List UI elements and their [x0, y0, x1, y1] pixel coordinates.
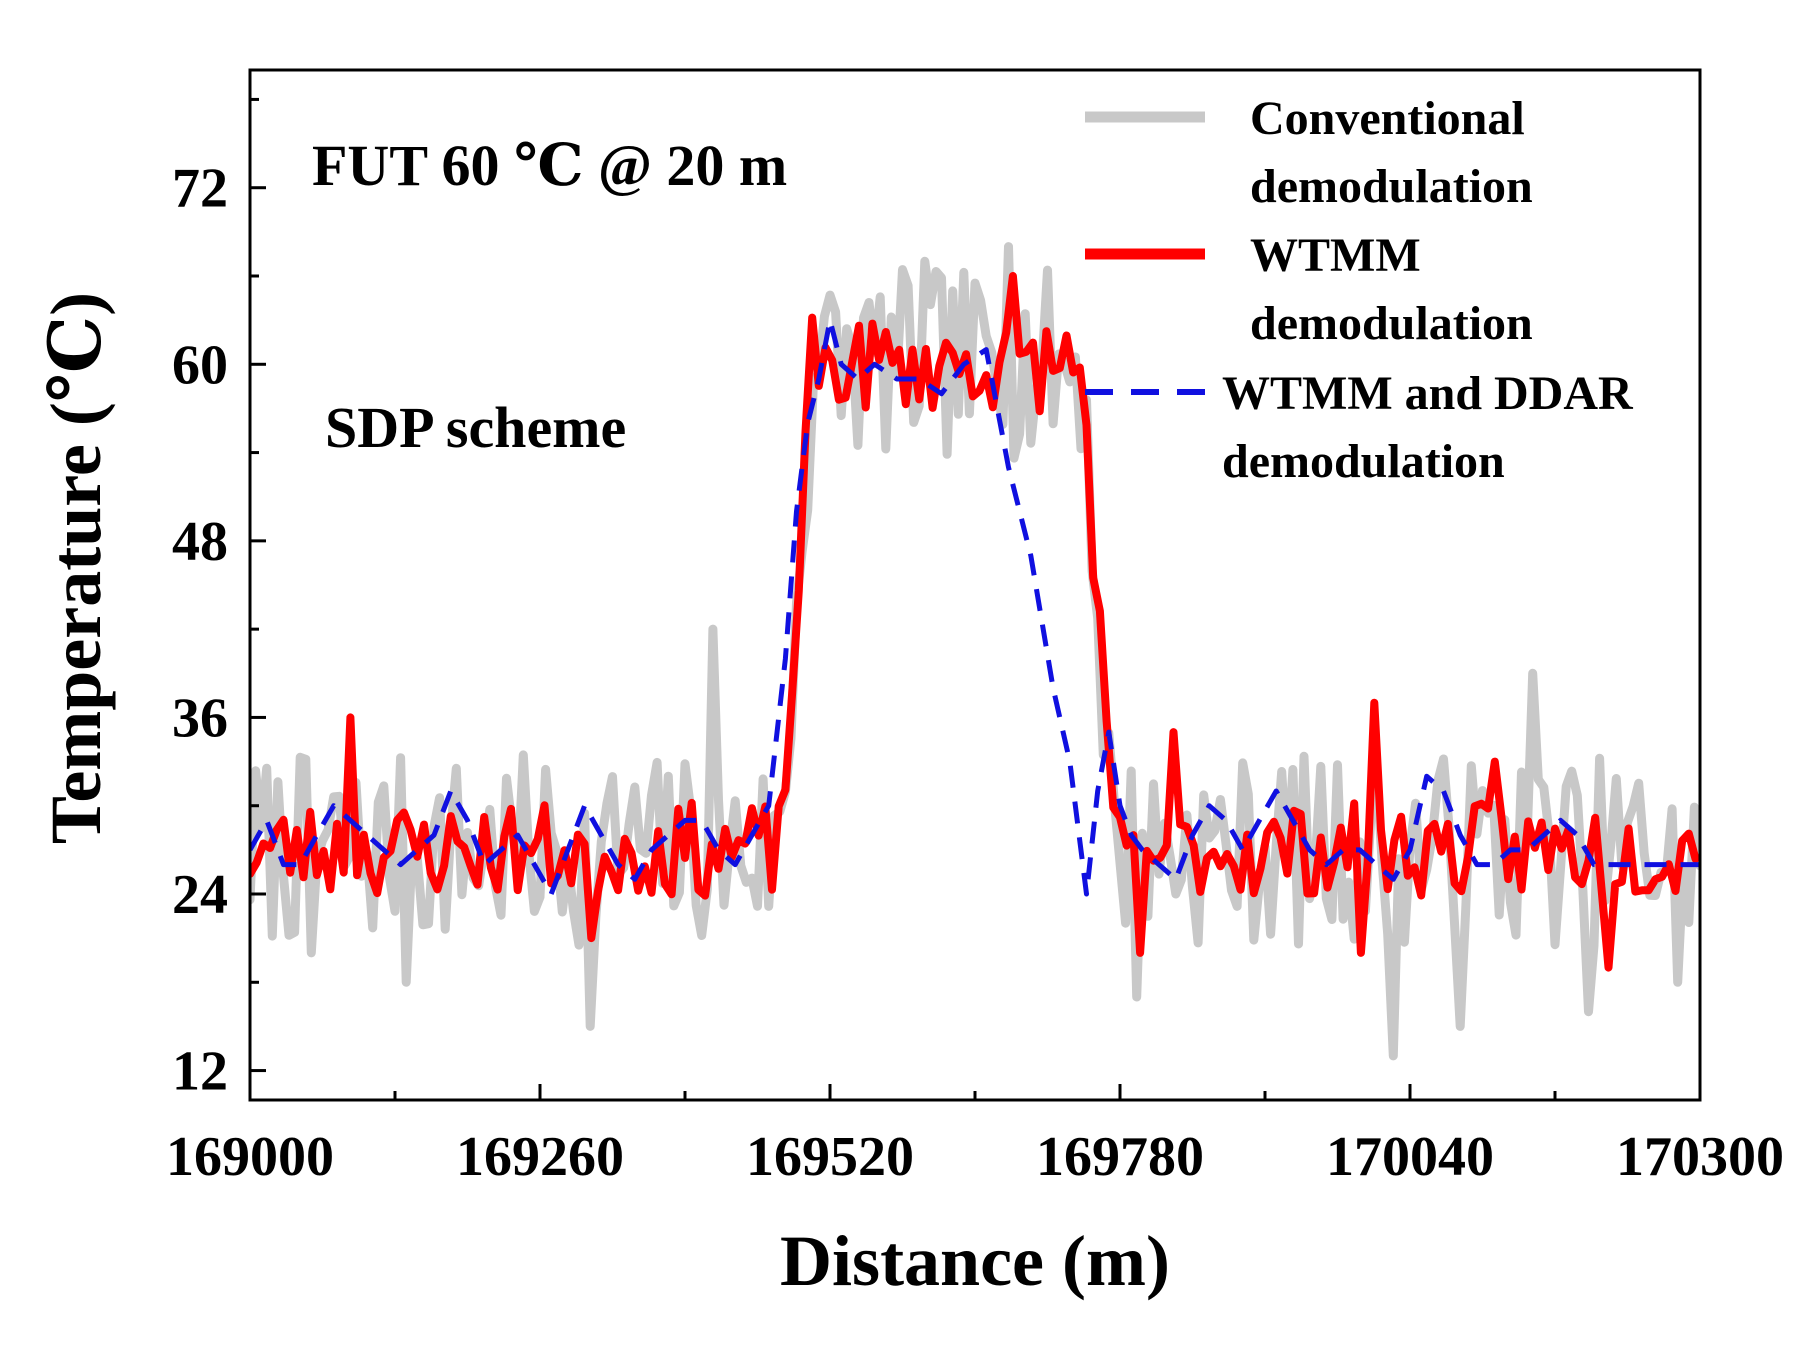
series-layer	[250, 242, 1700, 1061]
series-line-wtmm	[250, 272, 1700, 972]
x-tick-label: 169260	[456, 1126, 624, 1188]
x-axis-title: Distance (m)	[780, 1221, 1170, 1301]
y-axis-title: Temperature (℃)	[36, 292, 116, 844]
annotation-scheme: SDP scheme	[325, 395, 626, 460]
x-tick-label: 169780	[1036, 1126, 1204, 1188]
y-tick-label: 72	[172, 158, 228, 220]
plot-background	[250, 70, 1700, 1100]
y-tick-label: 48	[172, 511, 228, 573]
y-tick-label: 24	[172, 864, 228, 926]
series-line-conventional	[250, 242, 1700, 1061]
x-tick-label: 169000	[166, 1126, 334, 1188]
legend-label-conventional-1: Conventional	[1250, 92, 1525, 145]
x-tick-label: 169520	[746, 1126, 914, 1188]
legend-label-wtmm-1: WTMM	[1250, 229, 1421, 282]
legend: Conventional demodulation WTMM demodulat…	[1085, 92, 1634, 488]
y-tick-label: 60	[172, 334, 228, 396]
y-tick-label: 36	[172, 687, 228, 749]
legend-label-wtmm-ddar-1: WTMM and DDAR	[1222, 367, 1634, 420]
y-tick-label: 12	[172, 1041, 228, 1103]
annotation-fut: FUT 60 ℃ @ 20 m	[312, 133, 787, 198]
legend-label-wtmm-ddar-2: demodulation	[1222, 435, 1505, 488]
legend-label-wtmm-2: demodulation	[1250, 297, 1533, 350]
tick-layer: 169000 169260 169520 169780 170040 170300 12 24…	[166, 97, 1784, 1188]
x-tick-label: 170040	[1326, 1126, 1494, 1188]
legend-label-conventional-2: demodulation	[1250, 160, 1533, 213]
series-line-wtmm-ddar	[250, 317, 1700, 897]
x-tick-label: 170300	[1616, 1126, 1784, 1188]
